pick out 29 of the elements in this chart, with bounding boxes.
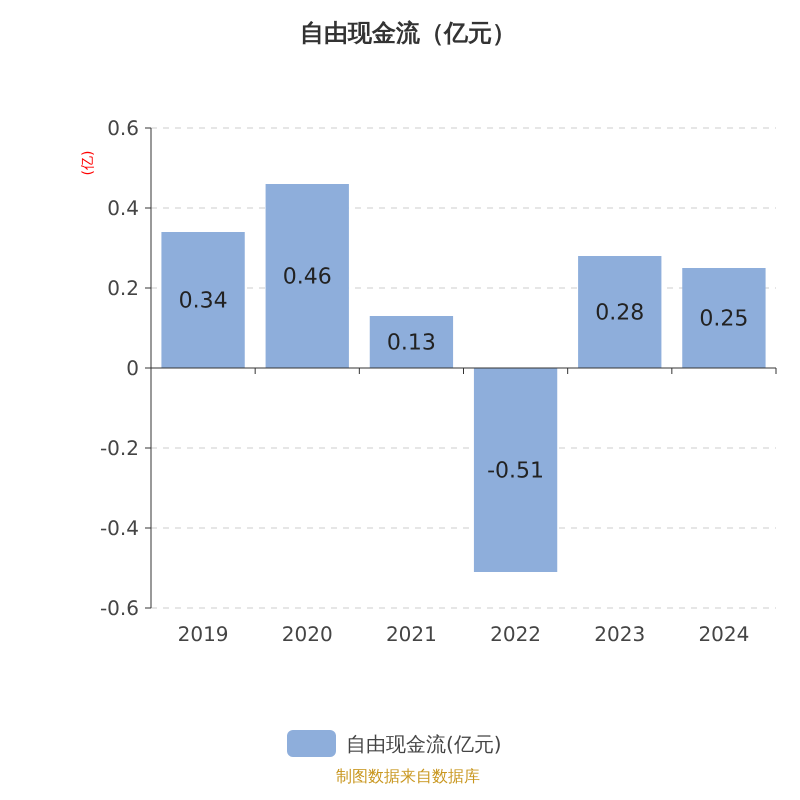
x-tick-label: 2020 [282, 622, 333, 646]
bar [161, 232, 245, 368]
data-label: 0.13 [386, 330, 436, 356]
y-tick-label: 0.4 [107, 196, 139, 220]
y-tick-label: -0.6 [100, 596, 139, 620]
y-tick-label: 0.2 [107, 276, 139, 300]
y-tick-label: -0.4 [100, 516, 139, 540]
data-label: 0.34 [178, 288, 228, 314]
x-tick-label: 2023 [594, 622, 646, 646]
bar [682, 268, 766, 368]
bar [578, 256, 662, 368]
legend-label: 自由现金流(亿元) [346, 732, 502, 756]
text: 制图数据来自数据库 [336, 766, 480, 786]
bar [370, 316, 454, 368]
data-label: 0.25 [699, 306, 748, 332]
bar [474, 368, 558, 572]
y-tick-label: -0.2 [100, 436, 139, 460]
x-tick-label: 2024 [698, 622, 750, 646]
data-label: -0.51 [487, 458, 544, 484]
data-label: 0.46 [282, 264, 332, 290]
x-tick-label: 2022 [490, 622, 542, 646]
y-tick-label: 0.6 [107, 116, 139, 140]
y-tick-label: 0 [126, 356, 139, 380]
y-axis-title: (亿) [80, 150, 96, 176]
x-tick-label: 2021 [386, 622, 437, 646]
x-tick-label: 2019 [178, 622, 229, 646]
data-label: 0.28 [595, 300, 644, 326]
bar [266, 184, 349, 368]
chart-title: 自由现金流（亿元） [300, 19, 516, 47]
